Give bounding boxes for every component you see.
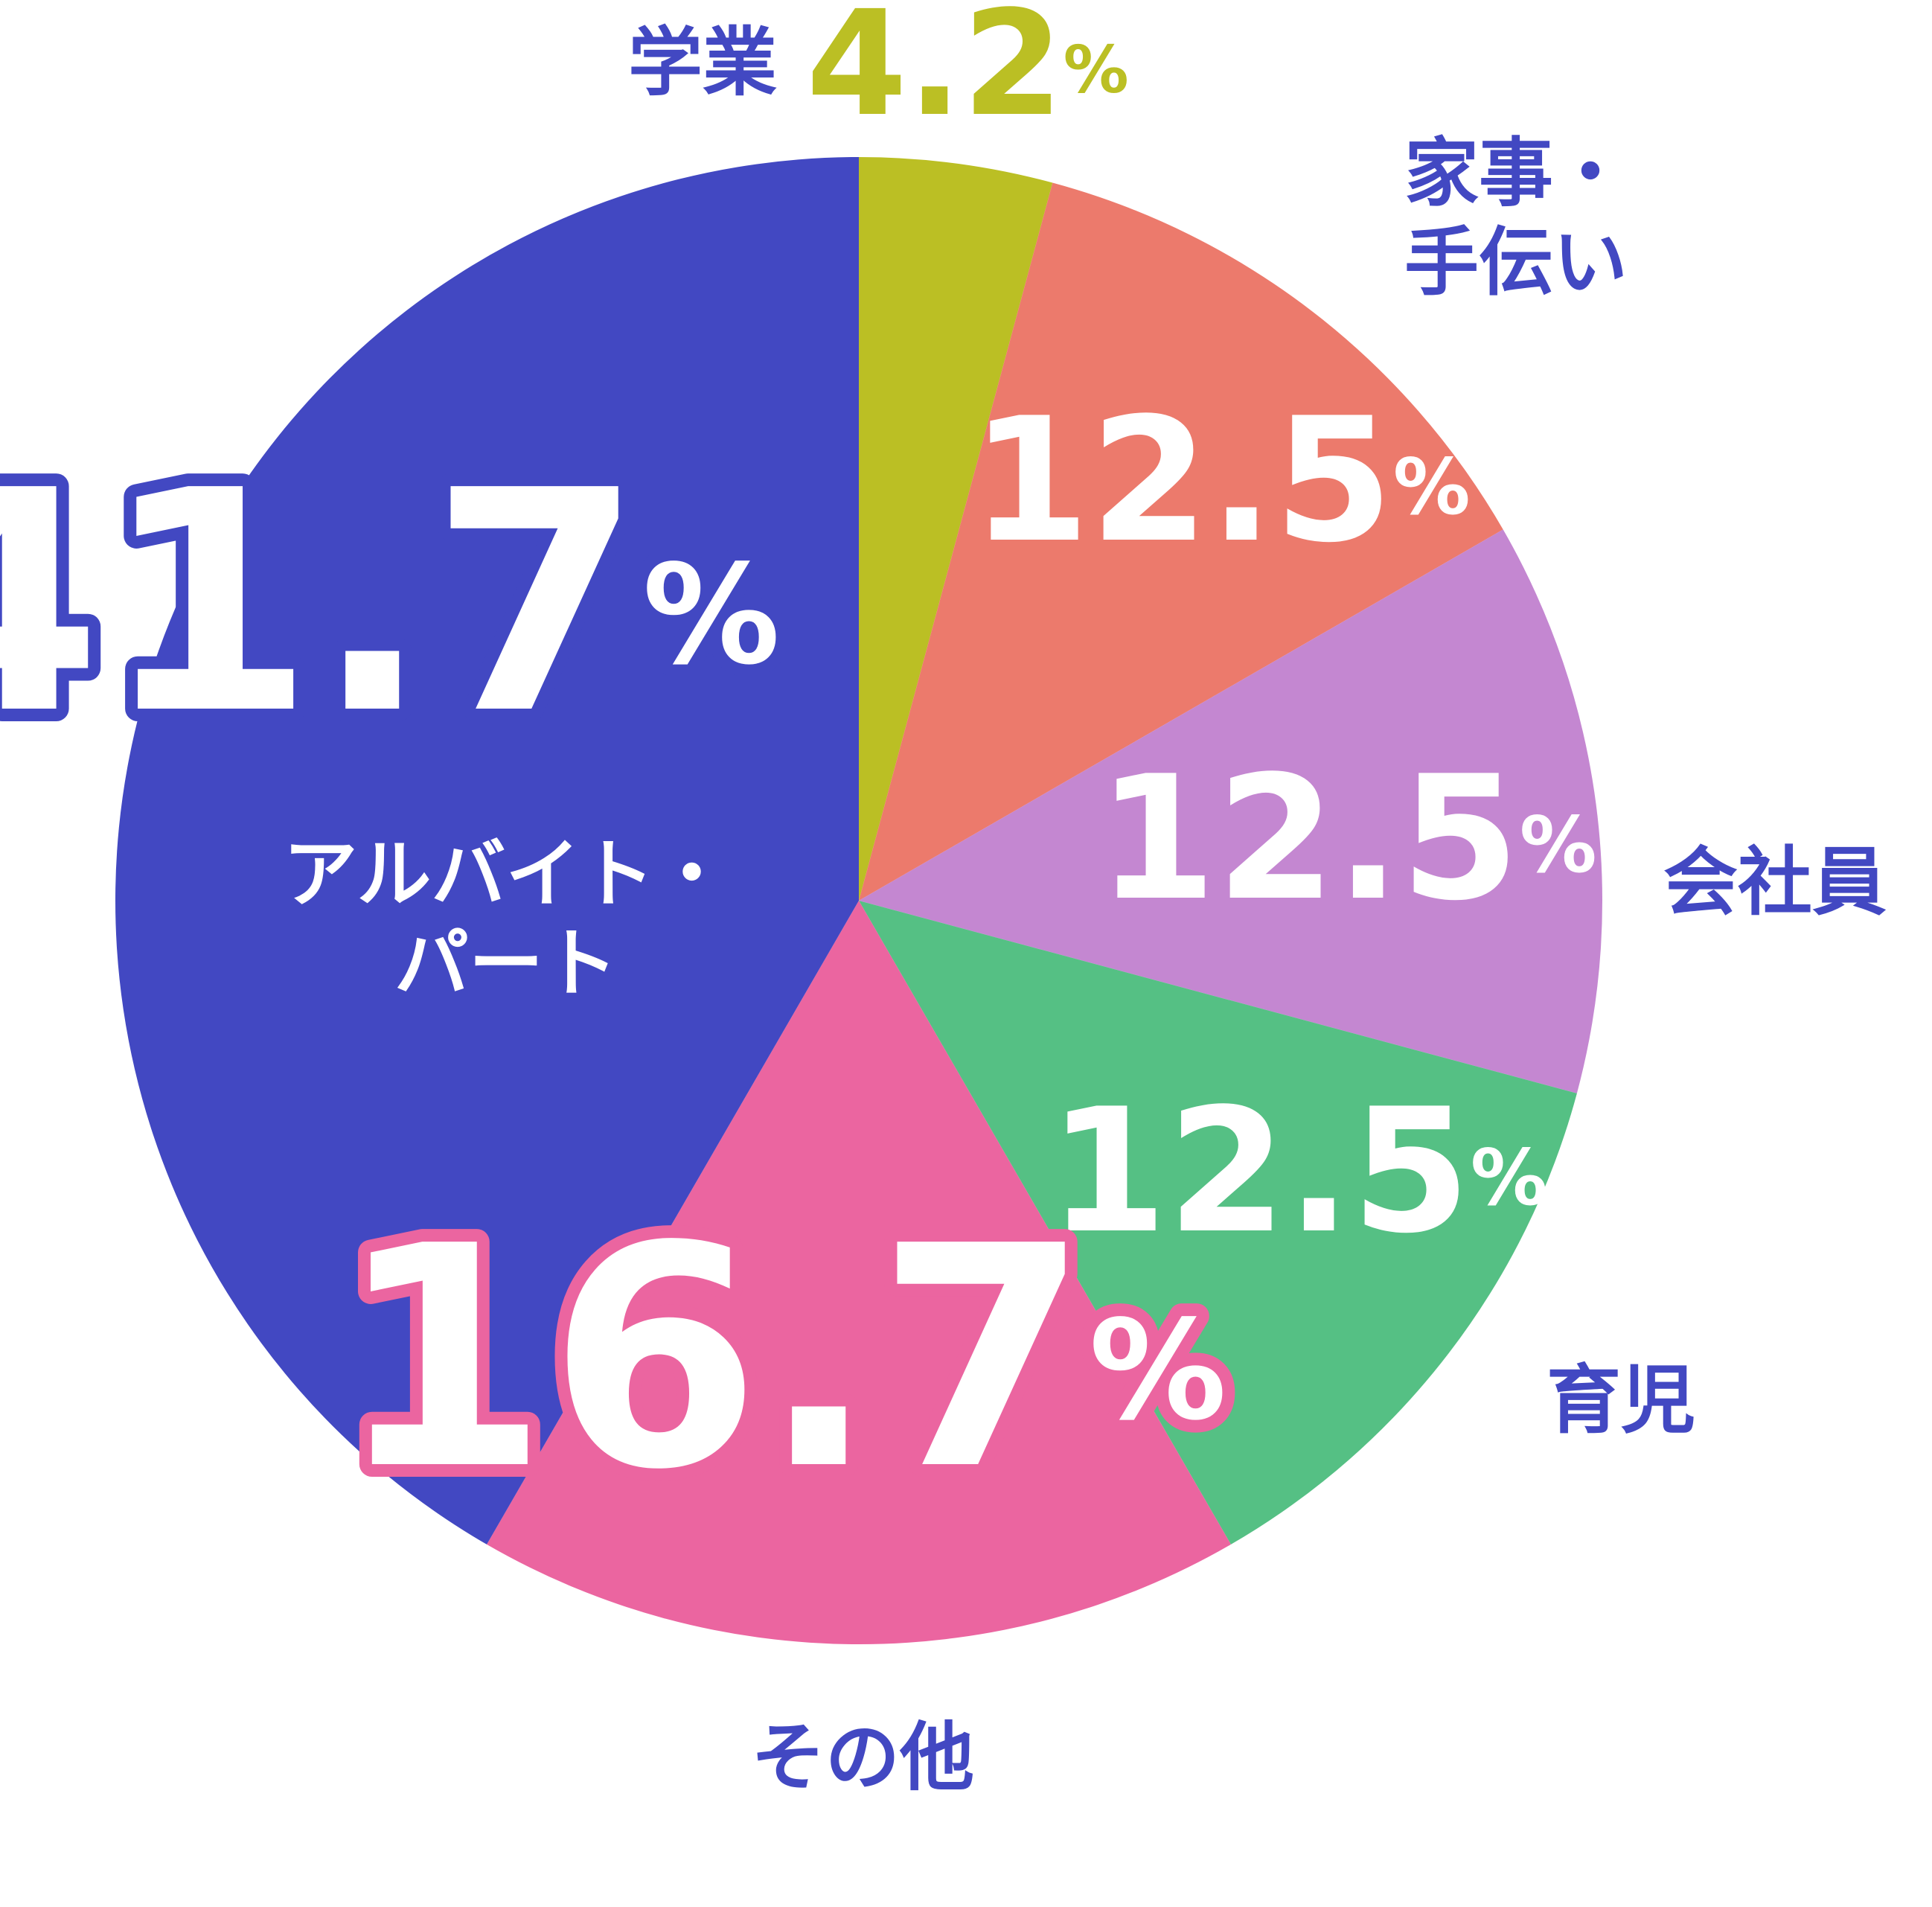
value-label: 12.5%	[970, 382, 1470, 581]
value-label: 41.7%	[0, 425, 780, 781]
value-label: 4.2%	[806, 0, 1128, 148]
category-label: 学業	[628, 19, 777, 106]
value-label: 12.5%	[1048, 1073, 1547, 1271]
value-label: 12.5%	[1097, 740, 1596, 939]
pie-slice	[859, 157, 1053, 901]
pie-slice	[487, 901, 1231, 1645]
category-label: 育児	[1546, 1356, 1695, 1443]
category-label: その他	[751, 1713, 974, 1801]
category-label: 家事・手伝い	[1404, 130, 1628, 306]
category-label: 会社員	[1663, 838, 1887, 925]
pie-slice	[115, 157, 860, 1545]
value-label: 16.7%	[336, 1181, 1226, 1536]
category-label: アルバイト・パート	[284, 831, 729, 1007]
pie-slice	[859, 529, 1602, 1093]
pie-slice	[859, 182, 1503, 901]
pie-slice	[859, 901, 1577, 1545]
